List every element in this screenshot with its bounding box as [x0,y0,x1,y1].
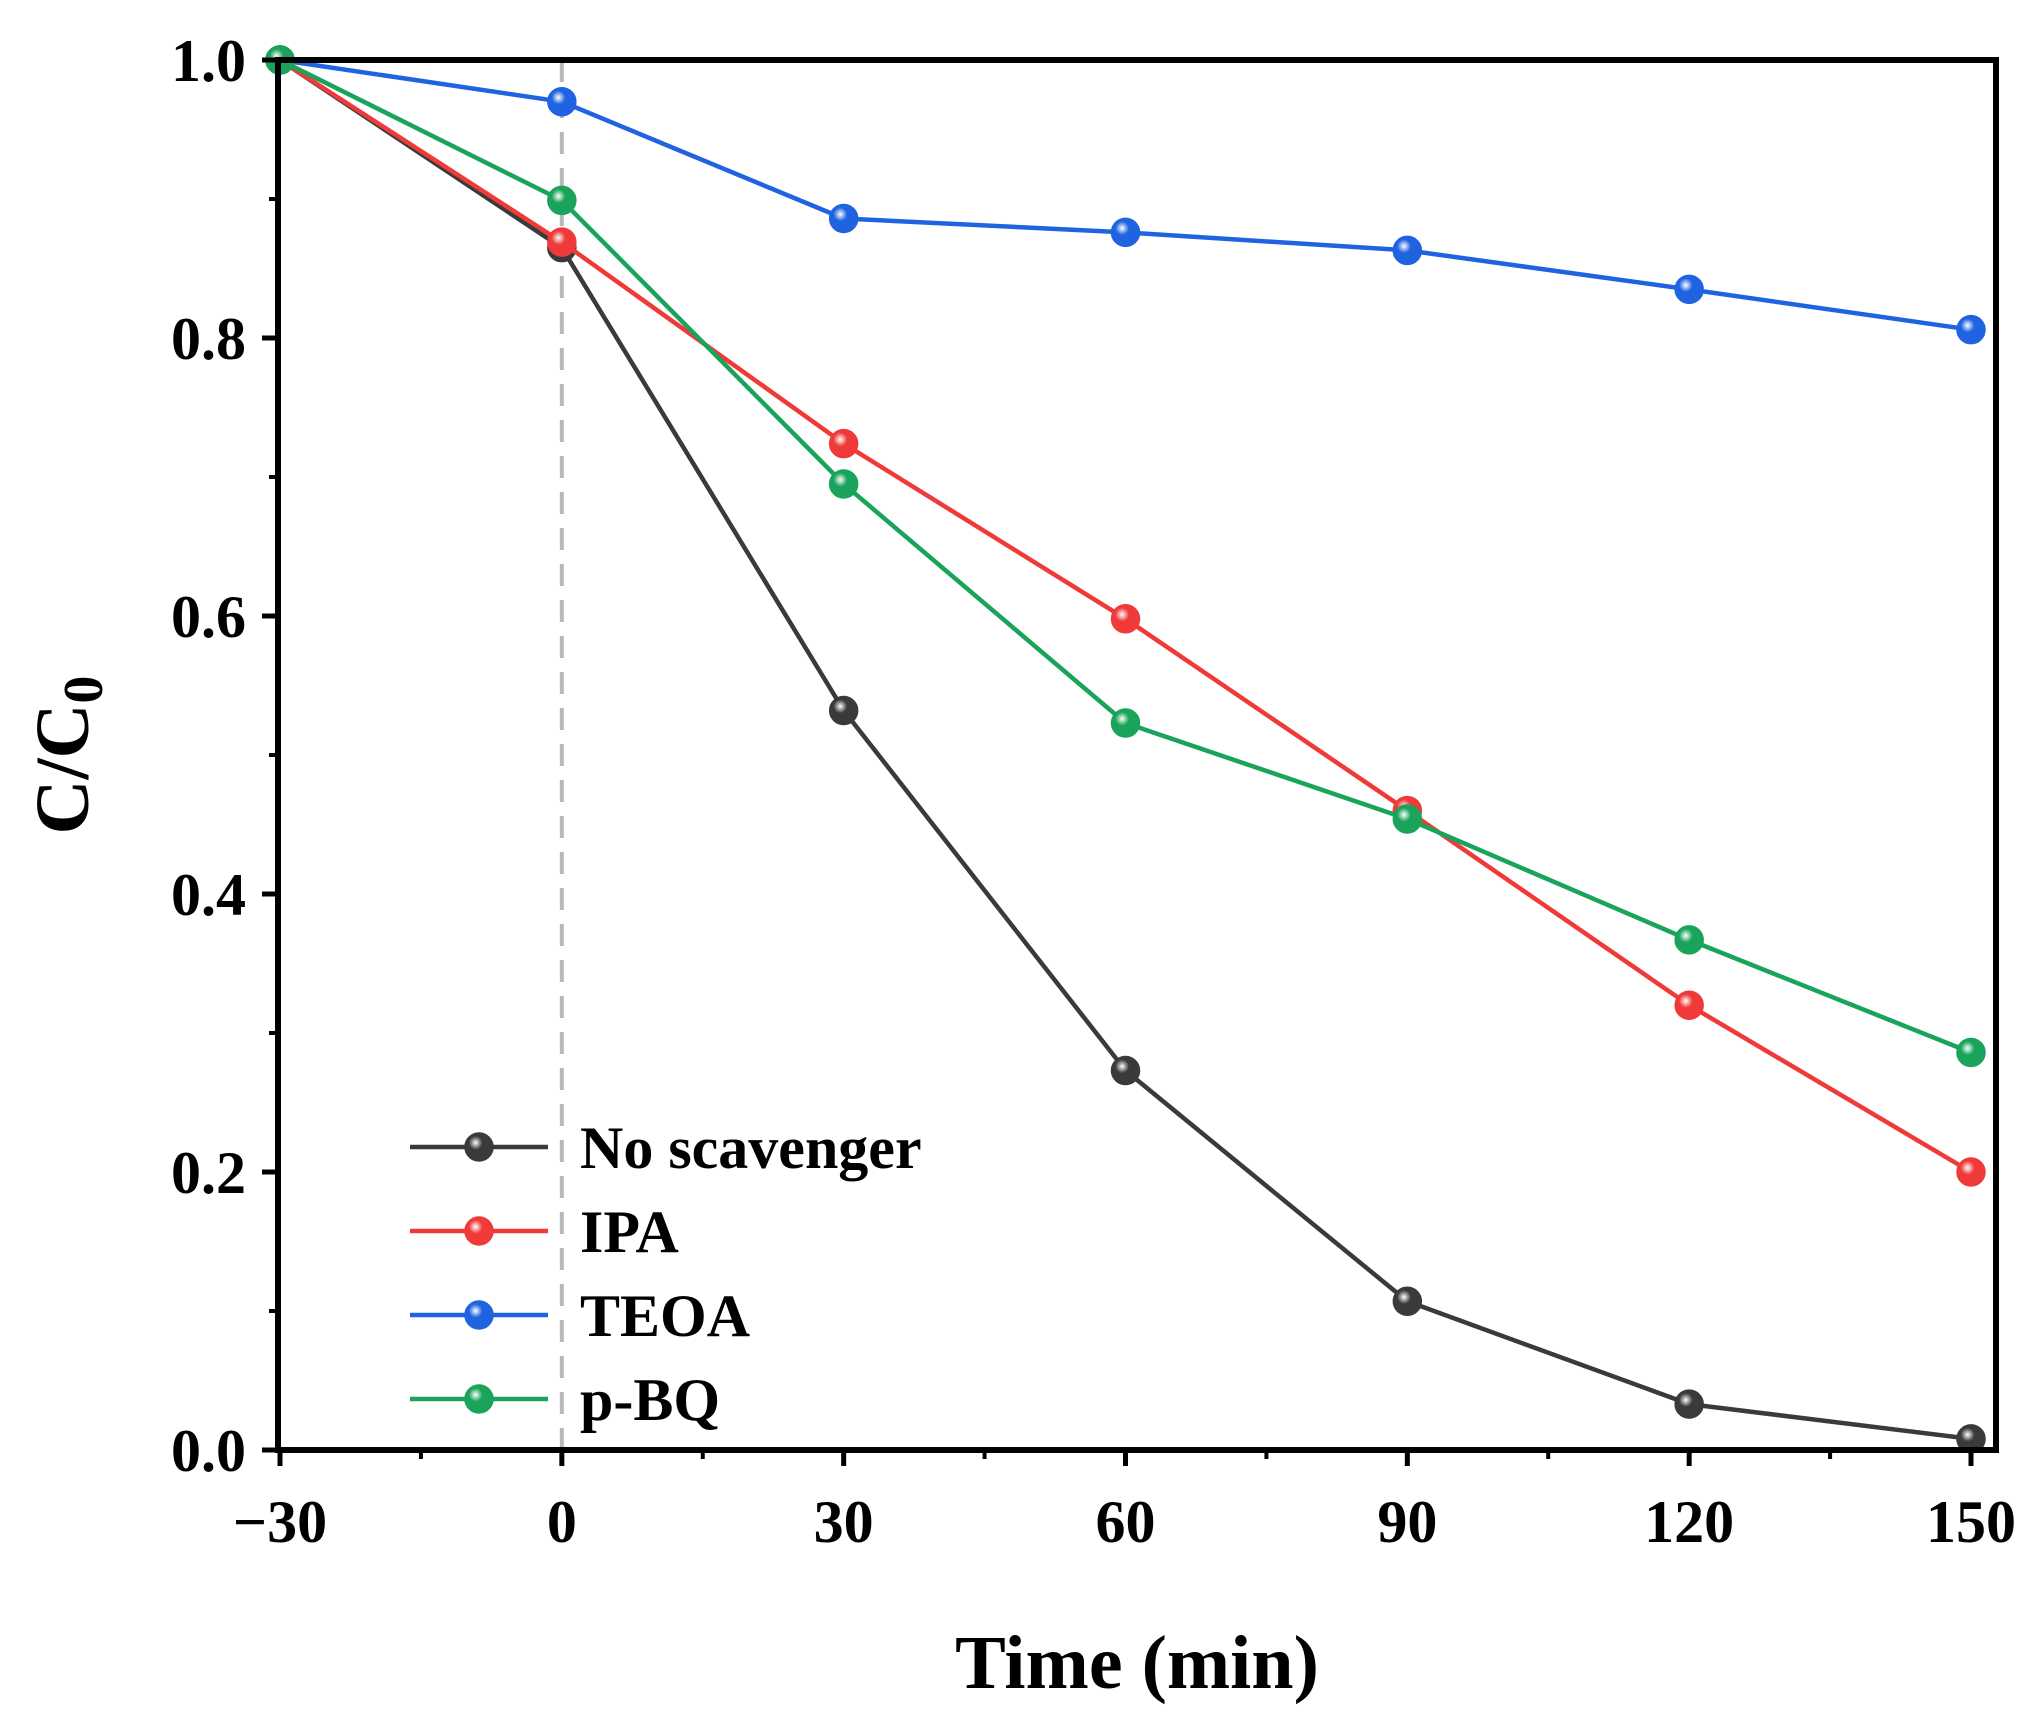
y-tick-label: 0.8 [171,306,246,372]
legend-item: TEOA [410,1283,750,1349]
legend: No scavenger IPA TEOA p-BQ [410,1115,922,1433]
y-tick-label: 1.0 [171,28,246,94]
x-axis-title: Time (min) [955,1621,1319,1705]
tick-labels-layer: −30 0 30 60 90 120 150 0.0 0.2 0.4 0.6 0.8 1.0 [171,28,2016,1555]
data-point [1110,1055,1141,1086]
data-point [1110,708,1141,738]
series-ipa [265,45,1986,1187]
legend-label: TEOA [580,1283,750,1349]
y-axis-title: C/C0 [21,676,115,835]
legend-marker [464,1384,494,1414]
data-point [828,428,859,459]
legend-marker [464,1132,494,1162]
x-tick-label: 30 [814,1489,874,1555]
x-tick-label: 0 [547,1489,577,1555]
series-line [278,57,1972,1055]
data-point [547,227,577,257]
data-point [828,203,859,234]
y-axis-title-subscript: 0 [53,676,115,704]
y-tick-label: 0.4 [171,862,246,928]
data-point [1392,804,1423,834]
data-point [828,469,859,499]
legend-item: IPA [410,1199,679,1265]
legend-marker [464,1300,494,1330]
legend-label: IPA [580,1199,679,1265]
y-tick-label: 0.2 [171,1140,246,1206]
legend-label: p-BQ [580,1367,720,1433]
legend-marker [464,1216,494,1246]
data-point [1956,1037,1986,1068]
data-point [1674,1389,1704,1419]
data-point [547,86,577,117]
data-point [1674,990,1704,1020]
x-tick-label: 150 [1926,1489,2016,1555]
x-tick-label: −30 [233,1489,327,1555]
plot-frame [275,57,1999,1453]
data-point [1956,314,1986,345]
x-tick-label: 120 [1644,1489,1734,1555]
series-layer [265,45,1986,1454]
data-point [547,185,577,216]
data-point [1392,235,1423,266]
data-point [1392,1286,1423,1317]
legend-label: No scavenger [580,1115,922,1181]
data-point [1110,604,1141,634]
data-point [828,695,859,726]
x-tick-label: 60 [1096,1489,1156,1555]
series-no-scavenger [265,45,1986,1454]
y-tick-label: 0.0 [171,1418,246,1484]
data-point [1674,274,1704,305]
x-tick-label: 90 [1377,1489,1437,1555]
data-point [1674,925,1704,955]
data-point [1956,1157,1986,1187]
y-axis-title-main: C/C [21,704,105,835]
series-teoa [265,45,1986,345]
legend-item: p-BQ [410,1367,720,1433]
y-tick-label: 0.6 [171,584,246,650]
data-point [1110,217,1141,248]
legend-item: No scavenger [410,1115,922,1181]
ticks-layer [262,57,1974,1466]
series-p-bq [265,45,1986,1068]
series-line [279,57,1972,332]
